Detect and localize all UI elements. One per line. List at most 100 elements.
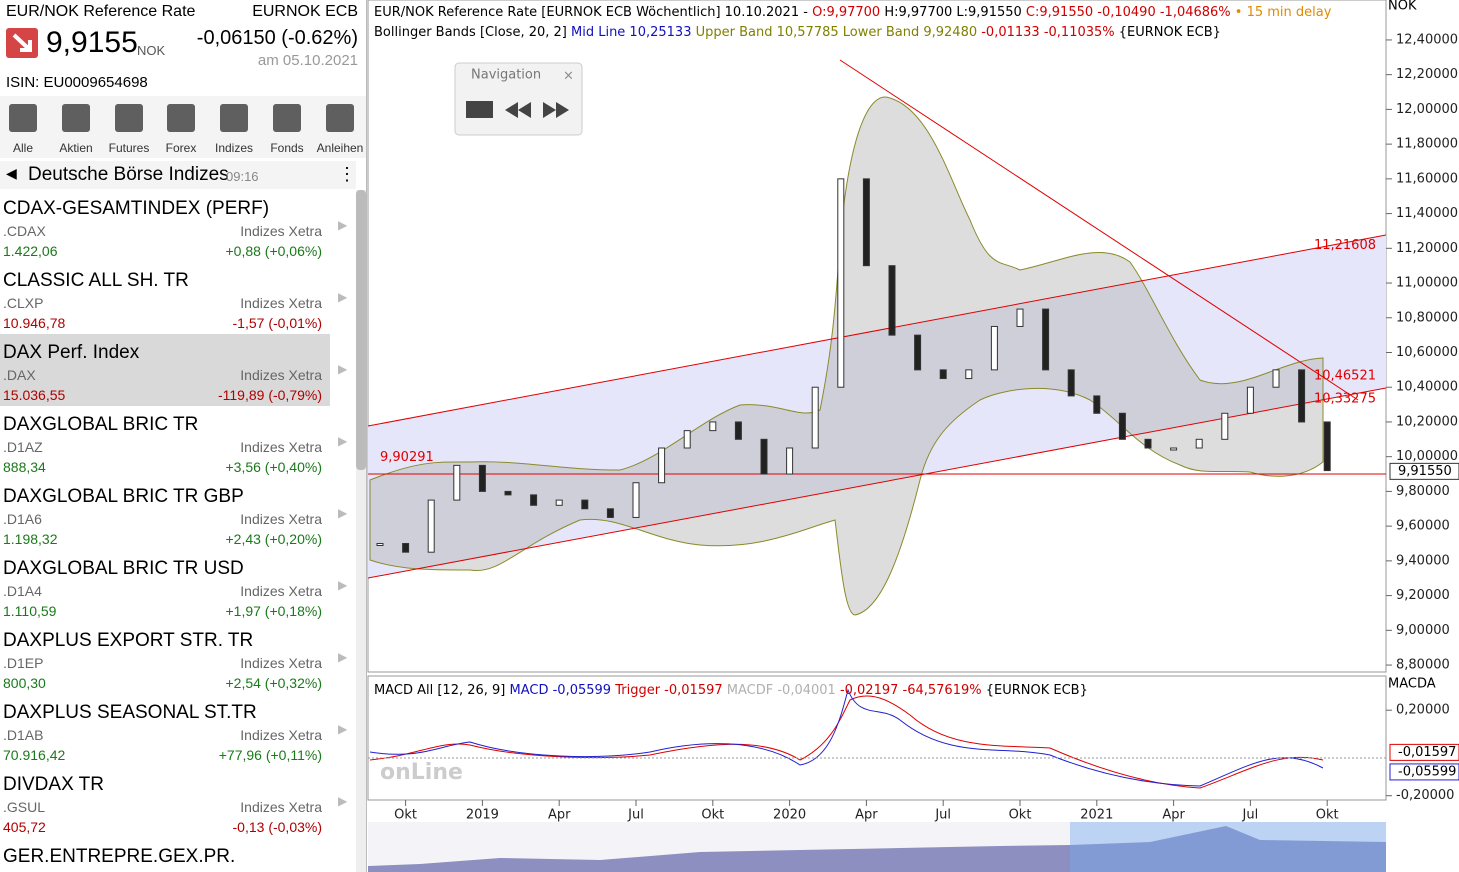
x-tick-label: Okt	[1316, 808, 1339, 823]
item-arrow[interactable]: ▶	[338, 362, 348, 376]
candle	[530, 494, 538, 506]
header-segment: Upper Band 10,57785 Lower Band 9,92480	[691, 25, 977, 40]
item-exchange: Indizes Xetra	[240, 511, 322, 527]
item-arrow[interactable]: ▶	[338, 722, 348, 736]
y-tick-label: 9,40000	[1396, 553, 1450, 568]
list-item[interactable]: CLASSIC ALL SH. TR .CLXP Indizes Xetra 10.9…	[0, 262, 347, 334]
list-item[interactable]: DIVDAX TR .GSUL Indizes Xetra 405,72 -0,13 (…	[0, 766, 347, 838]
item-name: DAXPLUS SEASONAL ST.TR	[3, 702, 257, 723]
item-arrow[interactable]: ▶	[338, 290, 348, 304]
header-segment: MACDF -0,04001	[723, 683, 836, 698]
header-segment: MACD All [12, 26, 9]	[374, 683, 510, 698]
toolbar-icon	[220, 104, 248, 132]
header-segment: -0,02197 -64,57619%	[836, 683, 982, 698]
toolbar-label: Indizes	[214, 141, 254, 155]
header-segment: Mid Line 10,25133	[571, 25, 691, 40]
item-arrow[interactable]: ▶	[338, 578, 348, 592]
item-value: 405,72	[3, 819, 46, 835]
toolbar-button[interactable]: Anleihen	[314, 96, 366, 158]
item-arrow[interactable]: ▶	[338, 218, 348, 232]
candle	[1067, 369, 1075, 397]
item-change: +3,56 (+0,40%)	[225, 459, 322, 475]
channel	[368, 235, 1386, 578]
list-item[interactable]: CDAX-GESAMTINDEX (PERF) .CDAX Indizes Xetr…	[0, 190, 347, 262]
toolbar-button[interactable]: Futures	[103, 96, 155, 158]
price-annotation: 11,21608	[1314, 238, 1376, 253]
section-title: Deutsche Börse Indizes	[28, 164, 229, 185]
item-change: +2,43 (+0,20%)	[225, 531, 322, 547]
nav-close[interactable]: ×	[563, 69, 574, 84]
instrument-name: EUR/NOK Reference Rate	[6, 3, 196, 20]
list-item[interactable]: DAXGLOBAL BRIC TR GBP .D1A6 Indizes Xetra 1…	[0, 478, 347, 550]
section-time: 09:16	[226, 169, 259, 184]
header-segment: -0,01133 -0,11035%	[977, 25, 1115, 40]
nav-back-button[interactable]	[505, 102, 531, 118]
item-value: 888,34	[3, 459, 46, 475]
x-tick-label: 2021	[1080, 808, 1113, 823]
item-code: .CDAX	[3, 223, 46, 239]
list-item[interactable]: DAXPLUS EXPORT STR. TR .D1EP Indizes Xetra…	[0, 622, 347, 694]
item-change: +1,97 (+0,18%)	[225, 603, 322, 619]
list-item[interactable]: DAXGLOBAL BRIC TR USD .D1A4 Indizes Xetra 1…	[0, 550, 347, 622]
candle	[914, 334, 922, 371]
y-unit: NOK	[1388, 0, 1417, 14]
price: 9,9155	[46, 26, 138, 59]
toolbar-icon	[167, 104, 195, 132]
nav-grid-button[interactable]	[466, 101, 493, 118]
macd-tick-label: 0,20000	[1396, 703, 1450, 718]
x-tick-label: Okt	[1009, 808, 1032, 823]
candle	[965, 369, 973, 380]
toolbar-button[interactable]: Fonds	[261, 96, 313, 158]
x-tick-label: Apr	[1162, 808, 1185, 823]
list-item[interactable]: DAXGLOBAL BRIC TR .D1AZ Indizes Xetra 888,3…	[0, 406, 347, 478]
toolbar-button[interactable]: Indizes	[208, 96, 260, 158]
item-arrow[interactable]: ▶	[338, 794, 348, 808]
price-annotation: 10,33275	[1314, 391, 1376, 406]
y-tick-label: 11,80000	[1396, 137, 1458, 152]
item-code: .DAX	[3, 367, 36, 383]
item-value: 1.198,32	[3, 531, 58, 547]
down-icon	[6, 28, 38, 58]
toolbar: Alle Aktien Futures Forex Indizes Fonds Anleih…	[0, 96, 366, 158]
candle	[1093, 395, 1101, 414]
watermark: onLine	[380, 760, 463, 785]
back-arrow[interactable]: ◀	[6, 165, 17, 181]
macd-marker-label: -0,05599	[1398, 764, 1456, 779]
x-tick-label: Jul	[934, 808, 951, 823]
toolbar-icon	[326, 104, 354, 132]
item-arrow[interactable]: ▶	[338, 434, 348, 448]
toolbar-icon	[62, 104, 90, 132]
toolbar-icon	[273, 104, 301, 132]
toolbar-label: Alle	[12, 141, 33, 155]
header-segment: C:9,91550 -0,10490 -1,04686%	[1026, 5, 1231, 20]
sidebar: EUR/NOK Reference Rate EURNOK ECB 9,9155…	[0, 0, 367, 872]
nav-title: Navigation	[471, 68, 541, 83]
list-item[interactable]: DAX Perf. Index .DAX Indizes Xetra 15.036,5…	[0, 334, 347, 406]
candle	[1323, 421, 1331, 472]
list-item[interactable]: GER.ENTREPRE.GEX.PR.	[0, 838, 330, 872]
item-exchange: Indizes Xetra	[240, 655, 322, 671]
item-arrow[interactable]: ▶	[338, 506, 348, 520]
item-value: 70.916,42	[3, 747, 66, 763]
chart-header: EUR/NOK Reference Rate [EURNOK ECB Wöche…	[374, 5, 1332, 20]
toolbar-button[interactable]: Forex	[155, 96, 207, 158]
toolbar-button[interactable]: Alle	[0, 96, 49, 158]
candle	[990, 325, 998, 371]
list-item[interactable]: DAXPLUS SEASONAL ST.TR .D1AB Indizes Xetra…	[0, 694, 347, 766]
instrument-symbol: EURNOK ECB	[252, 3, 358, 20]
currency: NOK	[137, 43, 166, 58]
y-tick-label: 12,00000	[1396, 102, 1458, 117]
toolbar-button[interactable]: Aktien	[50, 96, 102, 158]
navigator-area	[368, 826, 1386, 872]
y-tick-label: 10,40000	[1396, 380, 1458, 395]
nav-forward-button[interactable]	[543, 102, 569, 118]
menu-button[interactable]: ⋮	[338, 164, 356, 184]
item-code: .D1AZ	[3, 439, 43, 455]
macd-unit: MACDA	[1388, 677, 1436, 692]
toolbar-label: Forex	[165, 141, 197, 155]
item-arrow[interactable]: ▶	[338, 650, 348, 664]
trend-line	[367, 387, 1387, 579]
candle	[1170, 447, 1178, 451]
candle	[478, 464, 486, 492]
